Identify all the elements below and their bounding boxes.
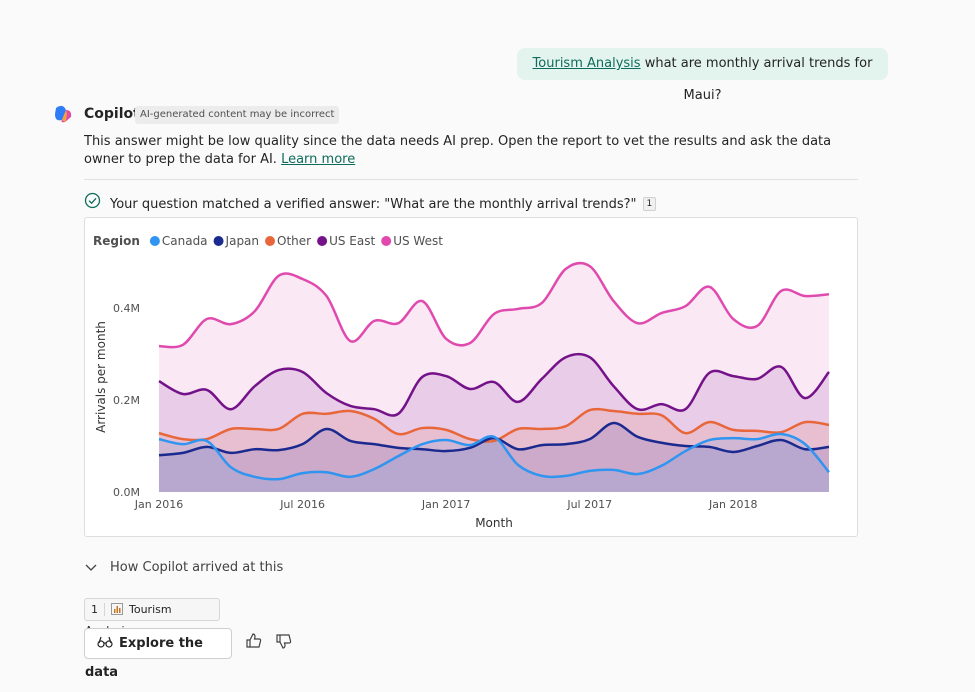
verified-ref[interactable]: 1 (642, 197, 657, 211)
legend-swatch (317, 236, 328, 246)
legend-label: Canada (162, 234, 208, 248)
legend-swatch (381, 236, 392, 246)
notice-text: This answer might be low quality since t… (84, 134, 832, 167)
legend-label: US West (393, 234, 443, 248)
binoculars-icon (97, 636, 113, 648)
details-toggle[interactable]: How Copilot arrived at this (110, 560, 284, 575)
series-line (158, 432, 830, 481)
explore-button[interactable]: Explore the data (84, 628, 232, 680)
legend-swatch (149, 236, 160, 246)
x-tick-label: Jul 2016 (279, 498, 325, 511)
message-text: what are monthly arrival trends for Maui… (644, 56, 873, 103)
series-line (158, 261, 830, 349)
x-tick-label: Jan 2017 (421, 498, 470, 511)
report-icon (111, 603, 123, 615)
copilot-logo (55, 105, 72, 123)
legend-label: Japan (225, 234, 259, 248)
y-tick-label: 0.4M (113, 302, 140, 315)
notice: This answer might be low quality since t… (84, 133, 854, 169)
series-area (159, 422, 829, 492)
x-axis-title: Month (475, 516, 513, 530)
series-line (158, 407, 830, 443)
series-area (159, 263, 829, 492)
legend-swatch (265, 236, 276, 246)
chart-card: Region Canada Japan Other US East US West 0.0M… (84, 217, 858, 537)
y-tick-label: 0.0M (113, 486, 140, 499)
x-tick-label: Jan 2016 (134, 498, 183, 511)
user-message: Tourism Analysis what are monthly arriva… (517, 48, 888, 103)
legend-label: US East (329, 234, 375, 248)
series-line (158, 352, 830, 417)
chart: Region Canada Japan Other US East US West 0.0M… (93, 234, 830, 530)
learn-more-link[interactable]: Learn more (281, 152, 356, 167)
thumbs-down[interactable] (275, 632, 293, 650)
legend-title: Region (93, 234, 140, 248)
report-link[interactable]: Tourism Analysis (532, 56, 641, 71)
ai-badge: AI-generated content may be incorrect (135, 106, 340, 124)
chevron[interactable] (84, 561, 98, 575)
check-icon (84, 192, 101, 209)
legend-label: Other (277, 234, 311, 248)
legend-swatch (213, 236, 224, 246)
button-text: Explore the data (85, 636, 203, 680)
y-axis-title: Arrivals per month (94, 321, 108, 433)
x-tick-label: Jan 2018 (708, 498, 757, 511)
verified-text: Your question matched a verified answer:… (110, 197, 637, 212)
series-area (159, 433, 829, 492)
assistant-name: Copilot (84, 106, 140, 122)
citation-ref: 1 (85, 603, 105, 616)
series-area (159, 354, 829, 492)
verified-answer: Your question matched a verified answer:… (110, 197, 657, 212)
x-tick-label: Jul 2017 (566, 498, 612, 511)
thumbs-up[interactable] (245, 632, 263, 650)
divider (84, 179, 858, 180)
y-tick-label: 0.2M (113, 394, 140, 407)
